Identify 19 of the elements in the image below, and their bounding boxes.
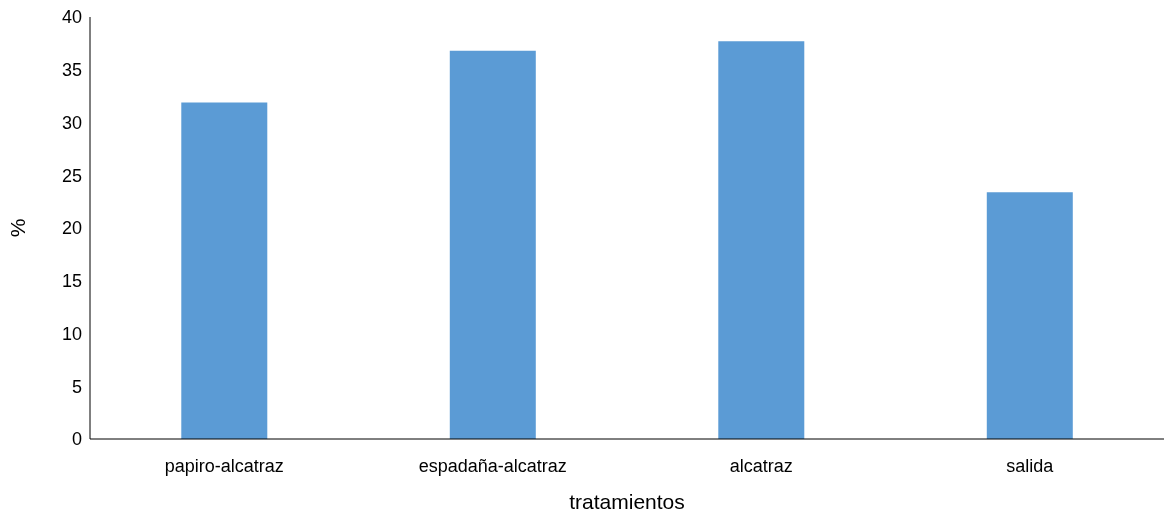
bar <box>181 102 268 439</box>
y-tick-label: 0 <box>71 429 82 450</box>
x-tick-label: alcatraz <box>729 455 793 476</box>
y-tick-label: 15 <box>61 271 82 292</box>
x-tick-label: espadaña-alcatraz <box>418 455 567 476</box>
y-tick-label: 40 <box>61 7 82 28</box>
y-tick-label: 35 <box>61 60 82 81</box>
y-tick-label: 10 <box>61 323 82 344</box>
x-tick-label: papiro-alcatraz <box>164 455 284 476</box>
y-tick-label: 20 <box>61 218 82 239</box>
bar <box>449 50 536 439</box>
y-tick-label: 25 <box>61 165 82 186</box>
y-tick-label: 5 <box>71 376 82 397</box>
y-axis-title: % <box>6 218 30 238</box>
y-tick-label: 30 <box>61 112 82 133</box>
x-axis-title: tratamientos <box>569 490 685 513</box>
bar <box>718 41 805 439</box>
x-tick-label: salida <box>1006 455 1055 476</box>
bar <box>986 192 1073 439</box>
